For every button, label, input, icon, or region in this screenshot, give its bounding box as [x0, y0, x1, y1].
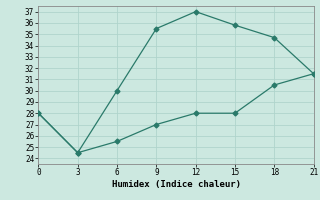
X-axis label: Humidex (Indice chaleur): Humidex (Indice chaleur): [111, 180, 241, 189]
